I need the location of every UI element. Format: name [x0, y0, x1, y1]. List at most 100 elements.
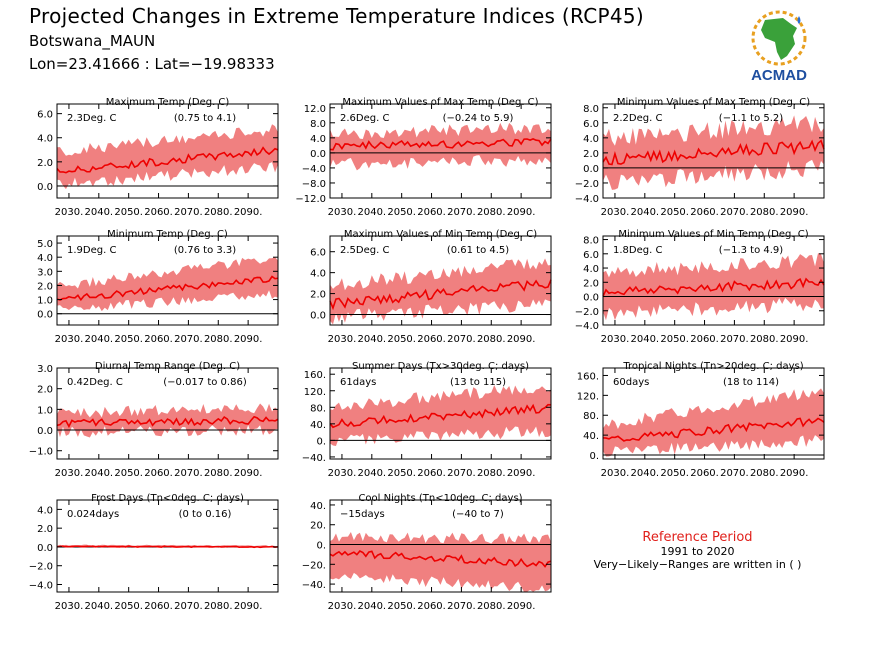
x-tick-label: 2050. [387, 468, 416, 479]
likely-range-label: (−1.1 to 5.2) [719, 113, 783, 124]
likely-range-label: (−0.017 to 0.86) [163, 377, 247, 388]
change-value-label: 1.9Deg. C [67, 245, 116, 256]
y-tick-label: 0.0 [310, 149, 326, 160]
likely-range-label: (−40 to 7) [452, 509, 504, 520]
y-tick-label: 0.0 [37, 543, 53, 554]
x-tick-label: 2070. [720, 207, 749, 218]
median-line [56, 545, 279, 549]
median-line [329, 550, 552, 568]
y-tick-label: 160. [577, 371, 599, 382]
plot-frame [602, 103, 825, 199]
change-value-label: 2.2Deg. C [613, 113, 662, 124]
y-tick-label: 4.0 [37, 134, 53, 145]
x-tick-label: 2030. [328, 468, 357, 479]
x-tick-label: 2030. [55, 468, 84, 479]
y-tick-label: 2.0 [37, 281, 53, 292]
likely-range-band [603, 115, 824, 190]
x-tick-label: 2070. [720, 334, 749, 345]
x-tick-label: 2080. [477, 207, 506, 218]
page-title: Projected Changes in Extreme Temperature… [29, 4, 645, 28]
x-tick-label: 2060. [144, 334, 173, 345]
y-tick-label: 40. [310, 501, 326, 512]
x-tick-label: 2060. [690, 207, 719, 218]
chart-title: Maximum Temp (Deg. C) [106, 97, 230, 108]
y-tick-label: 40. [310, 420, 326, 431]
plot-frame [56, 103, 279, 199]
change-value-label: 2.5Deg. C [340, 245, 389, 256]
x-tick-label: 2090. [507, 207, 536, 218]
chart-title: Cool Nights (Tn<10deg. C; days) [358, 493, 522, 504]
x-tick-label: 2030. [601, 468, 630, 479]
x-tick-label: 2090. [234, 468, 263, 479]
x-tick-label: 2080. [204, 207, 233, 218]
chart-panel-5: 6.0 4.0 2.0 0.0 2030. 2040. 2050. 2060. 2070. 208… [310, 229, 552, 345]
change-value-label: 60days [613, 377, 649, 388]
x-tick-label: 2060. [690, 468, 719, 479]
x-tick-label: 2040. [84, 207, 113, 218]
x-tick-label: 2060. [417, 334, 446, 345]
x-tick-label: 2070. [720, 468, 749, 479]
x-tick-label: 2080. [477, 334, 506, 345]
y-tick-label: 80. [583, 411, 599, 422]
chart-title: Summer Days (Tx>30deg. C; days) [352, 361, 529, 372]
y-tick-label: 160. [304, 370, 326, 381]
x-tick-label: 2040. [630, 468, 659, 479]
likely-range-label: (0.75 to 4.1) [174, 113, 236, 124]
y-tick-label: 0. [589, 451, 599, 462]
y-tick-label: 2.0 [583, 149, 599, 160]
x-tick-label: 2050. [660, 207, 689, 218]
y-tick-label: 0.0 [37, 310, 53, 321]
likely-range-band [57, 124, 278, 190]
x-tick-label: 2080. [750, 468, 779, 479]
likely-range-label: (−1.3 to 4.9) [719, 245, 783, 256]
y-tick-label: 6.0 [583, 119, 599, 130]
likely-range-label: (13 to 115) [450, 377, 506, 388]
x-tick-label: 2060. [144, 601, 173, 612]
y-tick-label: 6.0 [310, 248, 326, 259]
x-tick-label: 2030. [328, 601, 357, 612]
x-tick-label: 2070. [447, 468, 476, 479]
chart-panel-11: 40. 20. 0. −20. −40.2030. 2040. 2050. 2060. 2070… [302, 493, 552, 612]
x-tick-label: 2040. [357, 468, 386, 479]
x-tick-label: 2030. [328, 334, 357, 345]
chart-title: Diurnal Temp Range (Deg. C) [95, 361, 240, 372]
chart-panel-8: 160. 120. 80. 40. 0. −40.2030. 2040. 2050. 2060.… [302, 361, 552, 479]
y-tick-label: 4.0 [37, 505, 53, 516]
y-tick-label: −40. [302, 453, 326, 464]
plot-frame [602, 367, 825, 460]
x-tick-label: 2070. [447, 334, 476, 345]
chart-title: Minimum Temp (Deg. C) [107, 229, 228, 240]
y-tick-label: −2.0 [29, 562, 53, 573]
coordinates-label: Lon=23.41666 : Lat=−19.98333 [29, 55, 275, 73]
x-tick-label: 2070. [447, 207, 476, 218]
median-line [56, 415, 279, 429]
x-tick-label: 2070. [174, 468, 203, 479]
median-line [56, 146, 279, 174]
y-tick-label: 4.0 [583, 134, 599, 145]
likely-range-band [330, 122, 551, 171]
y-tick-label: −20. [302, 560, 326, 571]
likely-range-label: (0.61 to 4.5) [447, 245, 509, 256]
x-tick-label: 2060. [144, 468, 173, 479]
chart-title: Maximum Values of Max Temp (Deg. C) [342, 97, 538, 108]
likely-range-label: (0 to 0.16) [179, 509, 232, 520]
y-tick-label: 0.0 [37, 426, 53, 437]
y-tick-label: 0.0 [583, 293, 599, 304]
x-tick-label: 2050. [660, 468, 689, 479]
y-tick-label: 3.0 [37, 364, 53, 375]
y-tick-label: 4.0 [310, 134, 326, 145]
x-tick-label: 2090. [780, 207, 809, 218]
location-label: Botswana_MAUN [29, 32, 156, 50]
y-tick-label: 6.0 [37, 110, 53, 121]
x-tick-label: 2080. [477, 468, 506, 479]
likely-range-band [603, 388, 824, 457]
change-value-label: 2.6Deg. C [340, 113, 389, 124]
y-tick-label: 2.0 [310, 290, 326, 301]
x-tick-label: 2090. [234, 207, 263, 218]
x-tick-label: 2050. [114, 601, 143, 612]
x-tick-label: 2050. [387, 207, 416, 218]
x-tick-label: 2050. [114, 207, 143, 218]
